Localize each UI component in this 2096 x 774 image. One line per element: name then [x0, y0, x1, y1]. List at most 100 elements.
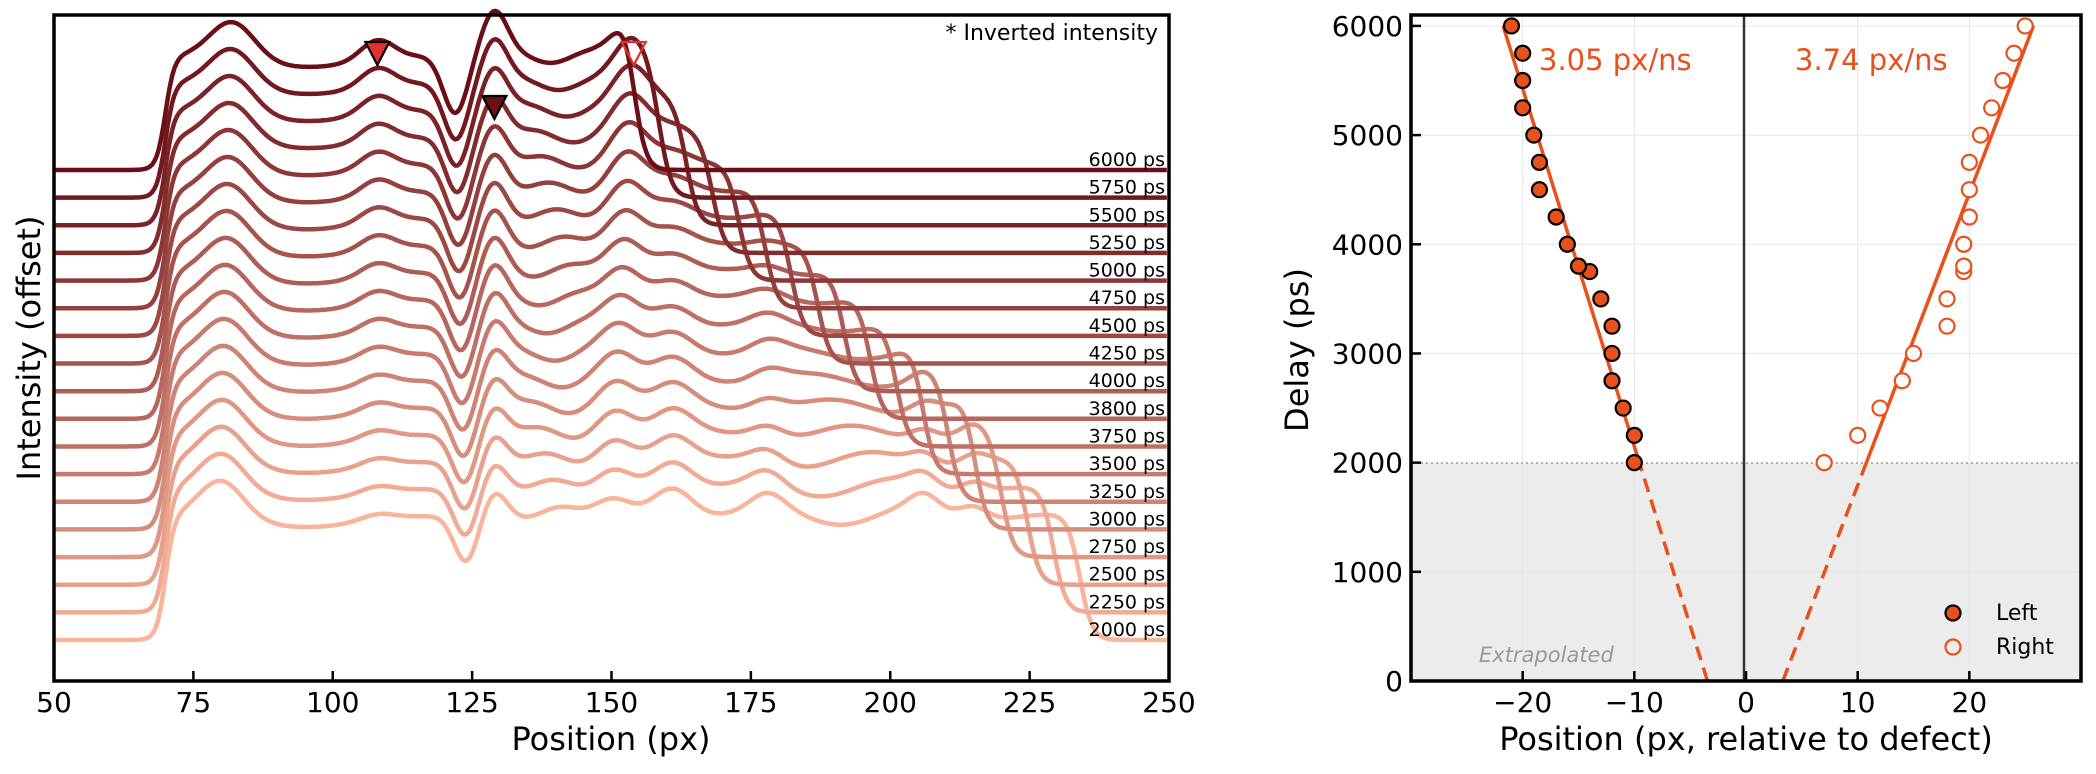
right-panel: −20 −10 0 10 20 0 1000 2000 3000 4000 5000 6000 3.0…	[1278, 10, 2083, 758]
trace-label-3000: 3000 ps	[1089, 508, 1165, 530]
trace-label-2000: 2000 ps	[1089, 619, 1165, 641]
point-right	[1815, 454, 1833, 472]
point-right	[1960, 208, 1978, 226]
trace-5000	[53, 119, 1167, 283]
right-data-points	[1502, 17, 2034, 472]
left-trace-labels: 2000 ps 2250 ps 2500 ps 2750 ps 3000 ps 3250 …	[1089, 149, 1165, 641]
trace-6000	[53, 8, 1167, 173]
left-x-tick-label: 100	[306, 686, 359, 719]
point-left	[1569, 257, 1588, 275]
point-right	[1960, 181, 1978, 199]
trace-3750	[53, 289, 1167, 449]
trace-3000	[53, 370, 1167, 532]
fit-extrapolation-right	[1781, 462, 1869, 682]
trace-4500	[53, 178, 1167, 339]
point-right	[1904, 344, 1923, 363]
left-x-ticks: 50 75 100 125 150 175 200 225 250	[36, 671, 1196, 719]
left-panel: 2000 ps 2250 ps 2500 ps 2750 ps 3000 ps 3250 …	[10, 8, 1196, 758]
point-left	[1592, 290, 1610, 308]
trace-label-2750: 2750 ps	[1089, 536, 1165, 558]
trace-label-6000: 6000 ps	[1089, 149, 1165, 171]
trace-label-3500: 3500 ps	[1089, 453, 1165, 475]
marker-triangle-2	[480, 94, 509, 122]
left-x-axis-title: Position (px)	[512, 720, 711, 758]
trace-label-3250: 3250 ps	[1089, 481, 1165, 503]
trace-label-2250: 2250 ps	[1089, 591, 1165, 613]
point-right	[1893, 372, 1911, 390]
fit-extrapolation-left	[1637, 462, 1710, 682]
trace-4250	[53, 207, 1167, 366]
point-left	[1530, 181, 1549, 199]
left-x-tick-label: 225	[1003, 686, 1056, 719]
legend: Left Right	[1944, 601, 2054, 660]
point-left	[1603, 317, 1621, 335]
left-slope-label: 3.05 px/ns	[1539, 43, 1692, 77]
trace-4750	[53, 149, 1167, 311]
point-right	[1955, 235, 1973, 253]
right-x-tick-label: 0	[1737, 686, 1755, 719]
right-y-tick-label: 3000	[1332, 337, 1403, 370]
left-x-tick-label: 150	[585, 686, 638, 719]
point-left	[1530, 153, 1549, 171]
point-left	[1625, 454, 1643, 472]
right-y-tick-label: 1000	[1332, 556, 1403, 589]
left-x-tick-label: 75	[176, 686, 212, 719]
point-right	[1960, 153, 1978, 171]
right-y-axis-title: Delay (ps)	[1278, 268, 1316, 432]
right-y-tick-label: 4000	[1332, 228, 1403, 261]
right-x-tick-label: 20	[1952, 686, 1988, 719]
left-x-tick-label: 175	[724, 686, 777, 719]
right-y-tick-label: 0	[1385, 665, 1403, 698]
point-right	[2016, 17, 2034, 35]
legend-left-label: Left	[1996, 601, 2038, 626]
inverted-intensity-note: * Inverted intensity	[945, 21, 1158, 46]
point-left	[1558, 235, 1576, 253]
trace-2500	[53, 424, 1167, 587]
point-left	[1614, 399, 1632, 417]
point-right	[1994, 71, 2012, 90]
point-left	[1525, 126, 1543, 144]
legend-right-marker	[1944, 638, 1962, 656]
point-right	[1971, 126, 1990, 144]
right-y-tick-label: 6000	[1332, 10, 1403, 43]
point-left	[1547, 208, 1565, 226]
point-right	[2005, 44, 2023, 62]
trace-label-5250: 5250 ps	[1089, 232, 1165, 254]
point-left	[1514, 99, 1532, 117]
point-right	[1955, 257, 1973, 275]
trace-5500	[53, 62, 1167, 228]
point-left	[1502, 17, 1521, 35]
left-markers	[363, 40, 648, 122]
trace-3500	[53, 316, 1167, 477]
left-traces	[53, 8, 1167, 643]
trace-label-3800: 3800 ps	[1089, 398, 1165, 420]
legend-left-marker	[1944, 604, 1962, 622]
right-x-tick-label: 10	[1840, 686, 1876, 719]
trace-label-3750: 3750 ps	[1089, 425, 1165, 447]
point-left	[1603, 344, 1621, 363]
trace-label-5500: 5500 ps	[1089, 204, 1165, 226]
left-x-tick-label: 50	[36, 686, 72, 719]
left-x-tick-label: 200	[864, 686, 917, 719]
right-x-tick-label: −20	[1493, 686, 1552, 719]
trace-2750	[53, 397, 1167, 560]
right-ticks: −20 −10 0 10 20 0 1000 2000 3000 4000 5000 6000	[1332, 10, 1987, 719]
point-right	[1983, 99, 2001, 117]
extrapolated-label: Extrapolated	[1479, 643, 1614, 667]
point-right	[1938, 317, 1956, 335]
left-x-tick-label: 125	[445, 686, 498, 719]
trace-label-2500: 2500 ps	[1089, 564, 1165, 586]
trace-label-5750: 5750 ps	[1089, 177, 1165, 199]
right-slope-label: 3.74 px/ns	[1795, 43, 1948, 77]
right-x-tick-label: −10	[1605, 686, 1664, 719]
point-left	[1514, 44, 1532, 62]
legend-right-label: Right	[1996, 635, 2054, 660]
point-right	[1938, 290, 1956, 308]
trace-2250	[53, 451, 1167, 615]
trace-label-4250: 4250 ps	[1089, 343, 1165, 365]
trace-5250	[53, 91, 1167, 256]
trace-4000	[53, 235, 1167, 394]
point-left	[1603, 372, 1621, 390]
marker-triangle-1	[363, 40, 392, 68]
